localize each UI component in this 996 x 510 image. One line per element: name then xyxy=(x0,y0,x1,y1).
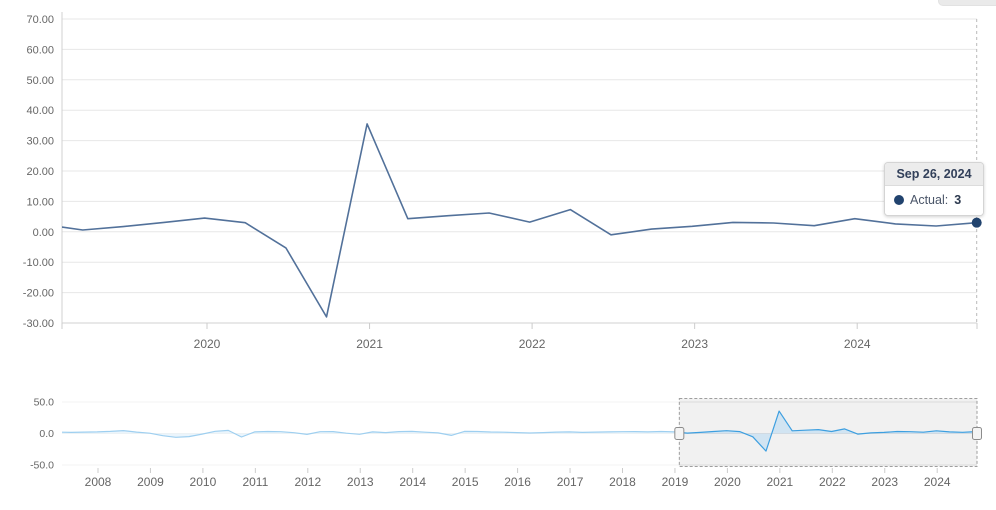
main-y-axis-label: 0.00 xyxy=(33,227,54,239)
nav-x-axis-label: 2020 xyxy=(714,475,741,489)
navigator: 50.0 0.0 -50.0 2008 2009 2010 2011 2012 2013 2014… xyxy=(30,396,982,489)
main-y-axis-label: 30.00 xyxy=(26,136,54,148)
tooltip-value: 3 xyxy=(954,193,962,207)
main-y-axis-label: 40.00 xyxy=(26,105,54,117)
main-y-axis-label: 50.00 xyxy=(26,75,54,87)
tooltip-date: Sep 26, 2024 xyxy=(885,163,983,186)
main-y-axis-label: 20.00 xyxy=(26,166,54,178)
nav-x-axis-label: 2017 xyxy=(557,475,584,489)
nav-handle-left[interactable] xyxy=(674,427,685,440)
nav-x-axis-label: 2008 xyxy=(85,475,112,489)
nav-x-axis-label: 2009 xyxy=(137,475,164,489)
chart-tooltip: Sep 26, 2024 Actual: 3 xyxy=(884,162,984,216)
main-x-axis-label: 2022 xyxy=(519,337,546,351)
nav-x-axis-label: 2018 xyxy=(609,475,636,489)
nav-x-axis-label: 2024 xyxy=(924,475,951,489)
nav-x-axis-label: 2010 xyxy=(190,475,217,489)
main-x-axis-label: 2024 xyxy=(844,337,871,351)
cropped-toolbar-button[interactable] xyxy=(938,0,996,6)
main-x-axis-label: 2021 xyxy=(356,337,383,351)
nav-y-axis-label: 0.0 xyxy=(39,428,54,440)
nav-x-axis-label: 2011 xyxy=(242,475,268,489)
tooltip-series-label: Actual: xyxy=(910,193,949,207)
nav-x-axis-label: 2023 xyxy=(871,475,898,489)
series-color-dot-icon xyxy=(894,195,904,205)
tooltip-body: Actual: 3 xyxy=(885,186,983,215)
main-y-axis-label: 60.00 xyxy=(26,44,54,56)
main-plot-hover-area[interactable] xyxy=(62,12,977,323)
nav-handle-right[interactable] xyxy=(972,427,982,440)
nav-y-axis-label: -50.0 xyxy=(30,460,54,472)
active-point-marker[interactable] xyxy=(971,217,982,228)
main-chart: 70.00 60.00 50.00 40.00 30.00 20.00 10.00 0.00 -… xyxy=(23,12,982,351)
nav-x-axis-label: 2014 xyxy=(399,475,426,489)
nav-unselected-mask[interactable] xyxy=(62,396,680,469)
nav-x-axis-label: 2022 xyxy=(819,475,846,489)
main-y-axis-label: -20.00 xyxy=(23,288,54,300)
nav-x-axis-label: 2013 xyxy=(347,475,374,489)
main-y-axis-label: 10.00 xyxy=(26,196,54,208)
nav-x-axis-label: 2012 xyxy=(294,475,321,489)
nav-x-axis-label: 2016 xyxy=(504,475,531,489)
series-line-actual xyxy=(62,123,977,318)
nav-y-axis-label: 50.0 xyxy=(34,397,55,409)
main-y-axis-label: 70.00 xyxy=(26,14,54,26)
nav-x-axis-label: 2021 xyxy=(766,475,793,489)
nav-x-axis-label: 2019 xyxy=(662,475,689,489)
main-x-axis-label: 2023 xyxy=(681,337,708,351)
main-x-axis-label: 2020 xyxy=(194,337,221,351)
nav-x-axis-label: 2015 xyxy=(452,475,479,489)
main-y-axis-label: -30.00 xyxy=(23,318,54,330)
main-y-axis-label: -10.00 xyxy=(23,257,54,269)
